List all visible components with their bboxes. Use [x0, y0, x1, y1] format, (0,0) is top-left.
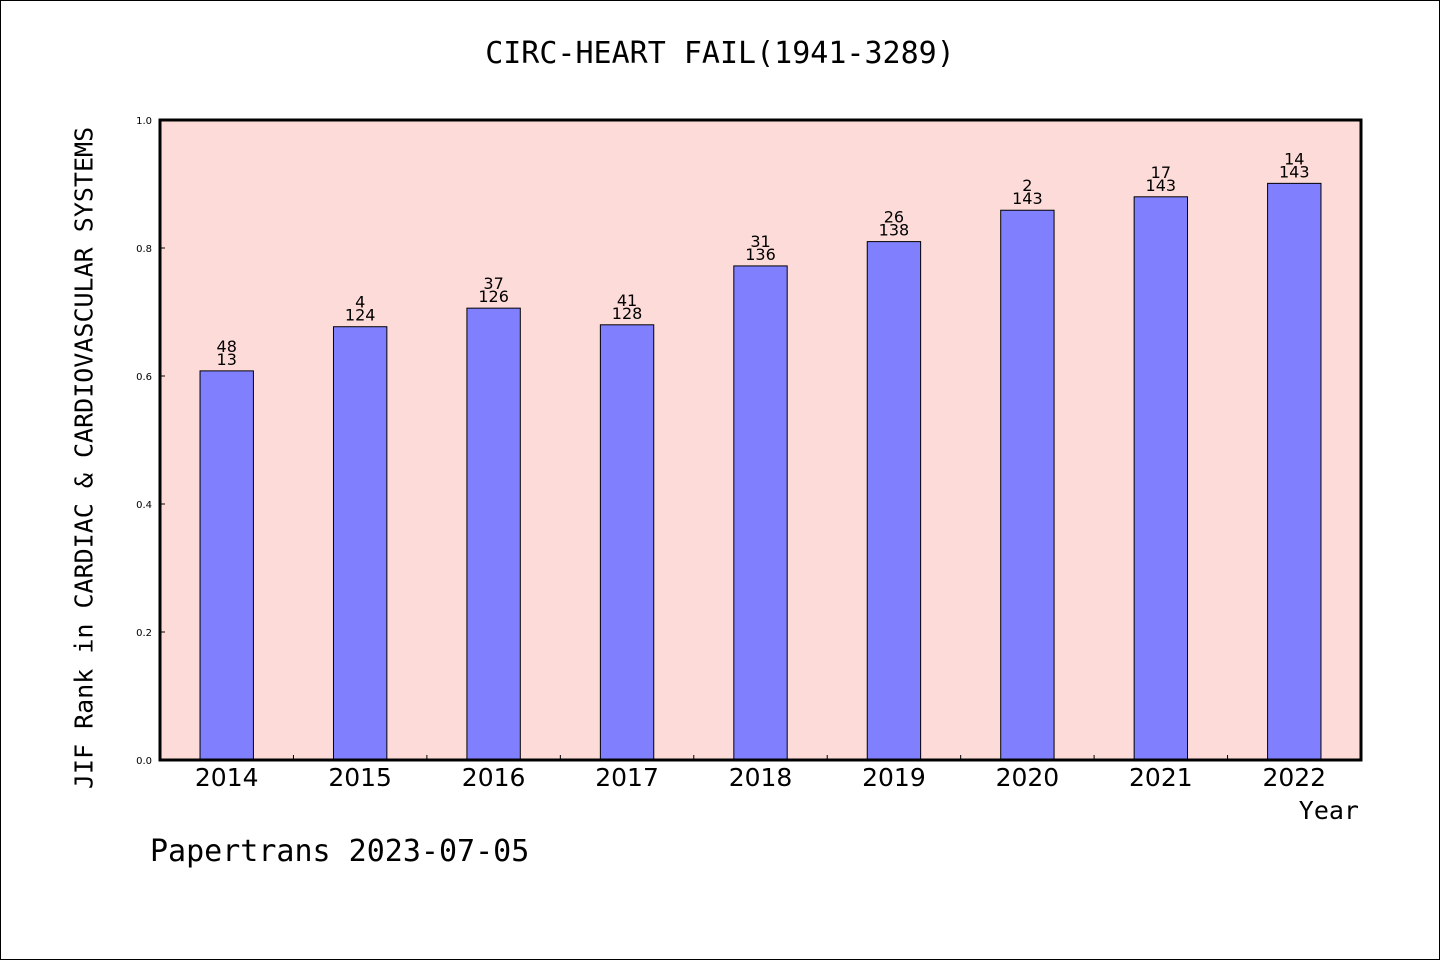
x-tick-label-2017: 2017	[595, 763, 659, 792]
bar-label-rank-2019: 26	[884, 208, 904, 227]
x-tick-label-2018: 2018	[729, 763, 793, 792]
bar-2019	[866, 241, 922, 761]
bar-label-total-2015: 124	[345, 306, 376, 325]
y-tick-label: 0.8	[136, 244, 152, 255]
x-tick-label-2019: 2019	[862, 763, 926, 792]
y-tick-label: 0.4	[136, 500, 152, 511]
bar-2017	[599, 324, 655, 761]
bar-label-total-2022: 143	[1279, 162, 1310, 181]
plot-border	[158, 118, 1363, 762]
x-tick-label-2016: 2016	[462, 763, 526, 792]
bar-label-rank-2020: 2	[1022, 176, 1032, 195]
bar-2018	[733, 265, 788, 761]
x-axis-label: Year	[1298, 796, 1359, 825]
bar-2022	[1267, 182, 1322, 761]
x-tick-label-2015: 2015	[328, 763, 392, 792]
bar-2020	[1000, 209, 1055, 761]
y-tick-label: 1.0	[136, 116, 152, 127]
x-tick-label-2021: 2021	[1129, 763, 1193, 792]
bar-label-rank-2014: 48	[217, 337, 237, 356]
bar-2014	[199, 370, 254, 761]
bar-label-rank-2016: 37	[483, 274, 503, 293]
bar-label-total-2020: 143	[1012, 189, 1043, 208]
bar-label-rank-2017: 41	[617, 291, 637, 310]
bar-label-rank-2021: 17	[1151, 163, 1171, 182]
y-tick-label: 0.2	[136, 628, 152, 639]
x-tick-label-2014: 2014	[195, 763, 259, 792]
bar-label-total-2018: 136	[745, 245, 776, 264]
bar-label-total-2014: 13	[217, 350, 237, 369]
bar-label-total-2021: 143	[1146, 176, 1177, 195]
bar-2016	[466, 307, 521, 761]
chart-title: CIRC-HEART FAIL(1941-3289)	[485, 36, 955, 71]
y-tick-label: 0.0	[136, 756, 152, 767]
x-tick-label-2022: 2022	[1262, 763, 1326, 792]
bar-label-rank-2022: 14	[1284, 149, 1304, 168]
bar-label-total-2019: 138	[879, 221, 910, 240]
bar-label-total-2017: 128	[612, 304, 643, 323]
bar-label-total-2016: 126	[478, 287, 509, 306]
footer-note: Papertrans 2023-07-05	[150, 834, 530, 869]
x-tick-label-2020: 2020	[996, 763, 1060, 792]
bar-label-rank-2018: 31	[750, 232, 770, 251]
bar-label-rank-2015: 4	[355, 293, 365, 312]
bar-2015	[332, 326, 388, 761]
y-tick-label: 0.6	[136, 372, 152, 383]
bar-2021	[1133, 196, 1189, 761]
